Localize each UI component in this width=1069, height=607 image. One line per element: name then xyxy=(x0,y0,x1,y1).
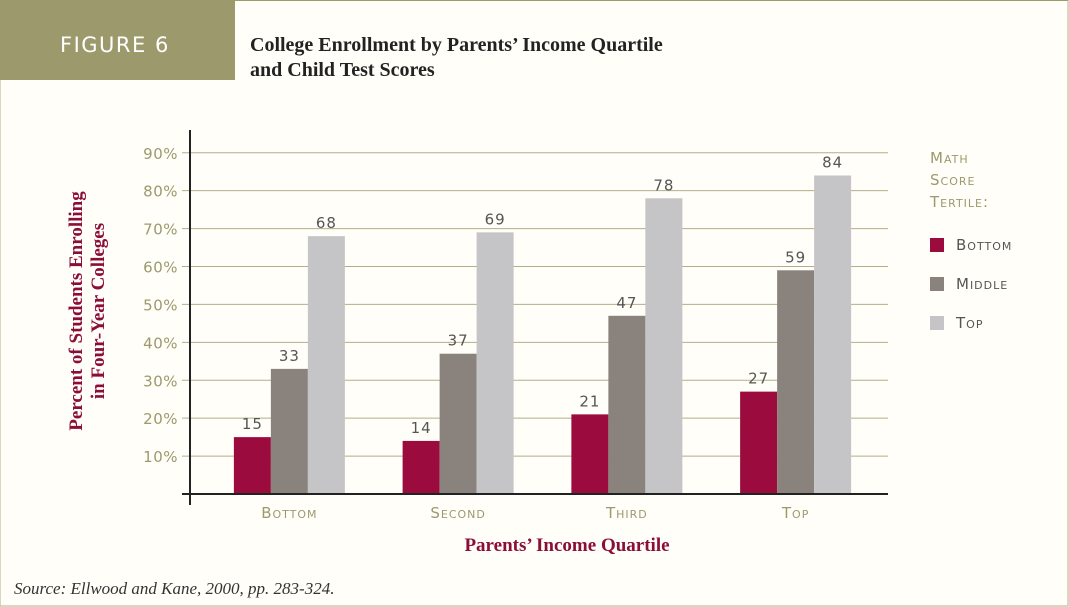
legend-title: Math xyxy=(930,149,969,167)
legend-label: Top xyxy=(955,314,983,332)
value-label: 33 xyxy=(279,347,300,365)
y-axis-label: Percent of Students Enrolling xyxy=(66,191,87,431)
x-tick-label: Bottom xyxy=(261,504,317,522)
legend-title: Score xyxy=(930,171,975,189)
bar xyxy=(307,236,345,494)
x-axis-label: Parents’ Income Quartile xyxy=(464,535,669,556)
x-tick-label: Top xyxy=(781,504,809,522)
value-label: 68 xyxy=(316,214,337,232)
bar xyxy=(777,270,815,494)
y-axis-label: in Four-Year Colleges xyxy=(88,223,109,399)
value-label: 14 xyxy=(411,419,432,437)
bar xyxy=(233,437,271,494)
bar xyxy=(571,414,609,494)
value-label: 59 xyxy=(785,248,806,266)
y-tick-label: 80% xyxy=(143,183,178,201)
figure-label: FIGURE 6 xyxy=(60,33,170,57)
chart-title: College Enrollment by Parents’ Income Qu… xyxy=(250,34,663,56)
bar xyxy=(402,440,440,494)
bar xyxy=(439,353,477,494)
value-label: 84 xyxy=(822,154,843,172)
bar xyxy=(608,315,646,494)
legend-swatch xyxy=(930,316,944,330)
y-tick-label: 50% xyxy=(143,296,178,314)
bar xyxy=(476,232,514,494)
y-tick-label: 20% xyxy=(143,410,178,428)
legend-swatch xyxy=(930,277,944,291)
value-label: 69 xyxy=(485,210,506,228)
legend-label: Bottom xyxy=(956,236,1012,254)
y-tick-label: 60% xyxy=(143,259,178,277)
bar xyxy=(740,391,778,494)
figure-box xyxy=(0,0,235,80)
x-tick-label: Second xyxy=(430,504,486,522)
value-label: 15 xyxy=(242,415,263,433)
value-label: 78 xyxy=(653,176,674,194)
value-label: 21 xyxy=(579,392,600,410)
y-tick-label: 40% xyxy=(143,334,178,352)
legend-swatch xyxy=(930,238,944,252)
y-tick-label: 70% xyxy=(143,221,178,239)
y-tick-label: 30% xyxy=(143,372,178,390)
value-label: 47 xyxy=(616,294,637,312)
bar xyxy=(270,368,308,494)
legend-label: Middle xyxy=(956,275,1008,293)
value-label: 37 xyxy=(448,332,469,350)
y-tick-label: 10% xyxy=(143,448,178,466)
y-tick-label: 90% xyxy=(143,145,178,163)
chart-title: and Child Test Scores xyxy=(250,59,435,81)
bar xyxy=(645,198,683,494)
value-label: 27 xyxy=(748,370,769,388)
legend-title: Tertile: xyxy=(929,193,989,211)
source: Source: Ellwood and Kane, 2000, pp. 283-… xyxy=(14,579,334,598)
x-tick-label: Third xyxy=(605,504,648,522)
bar xyxy=(814,175,852,494)
